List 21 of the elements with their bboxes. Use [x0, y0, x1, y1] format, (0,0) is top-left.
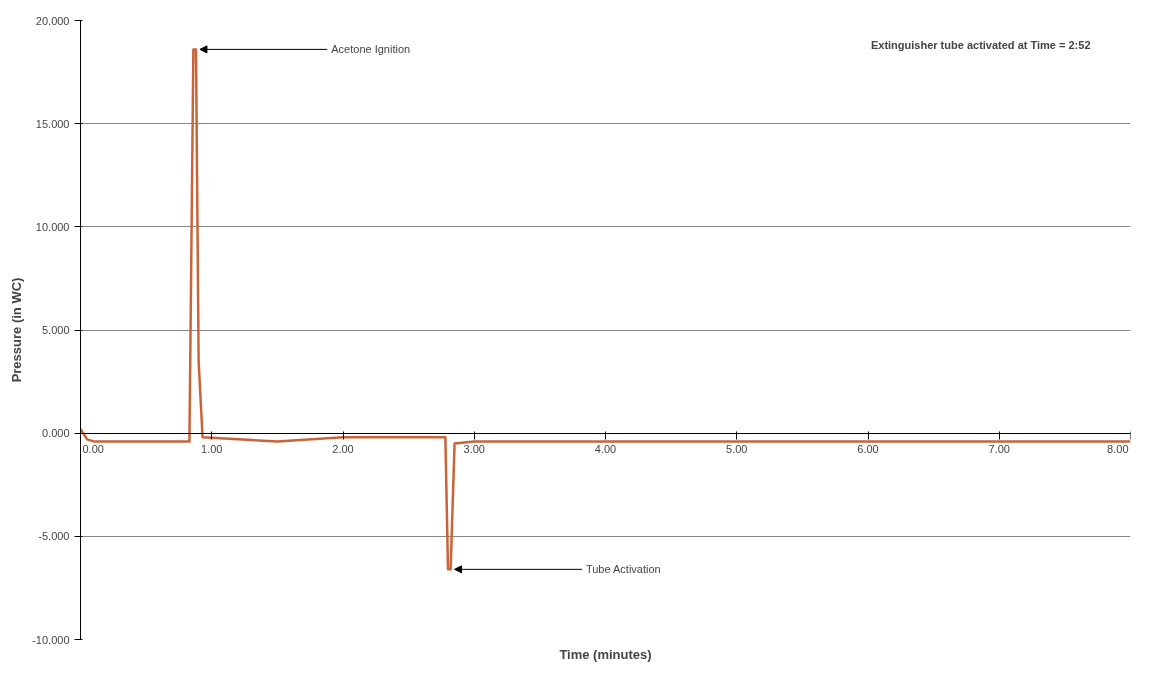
y-axis-title: Pressure (in WC) [9, 277, 25, 383]
y-tick-label: 15.000 [35, 117, 70, 130]
y-tick-label: 20.000 [35, 14, 70, 27]
annotation: Extinguisher tube activated at Time = 2:52 [870, 38, 1091, 51]
x-tick-label: 1.00 [201, 443, 223, 456]
y-tick-label: -5.000 [38, 530, 70, 543]
y-tick-label: 5.000 [41, 324, 70, 336]
y-tick-label: 10.000 [35, 220, 70, 233]
annotation: Tube Activation [585, 563, 661, 576]
x-tick-label: 5.00 [726, 443, 748, 456]
x-tick-label: 7.00 [988, 443, 1010, 456]
x-tick-label: 0.00 [82, 443, 104, 456]
x-axis-title: Time (minutes) [559, 646, 652, 662]
x-tick-label: 6.00 [857, 443, 879, 456]
x-tick-label: 2.00 [332, 443, 354, 456]
x-tick-label: 3.00 [463, 443, 485, 456]
y-tick-label: 0.000 [41, 427, 70, 440]
x-tick-label: 4.00 [594, 443, 617, 456]
annotation: Acetone Ignition [331, 43, 411, 56]
y-tick-label: -10.000 [32, 633, 70, 646]
x-tick-label: 8.00 [1107, 443, 1129, 456]
